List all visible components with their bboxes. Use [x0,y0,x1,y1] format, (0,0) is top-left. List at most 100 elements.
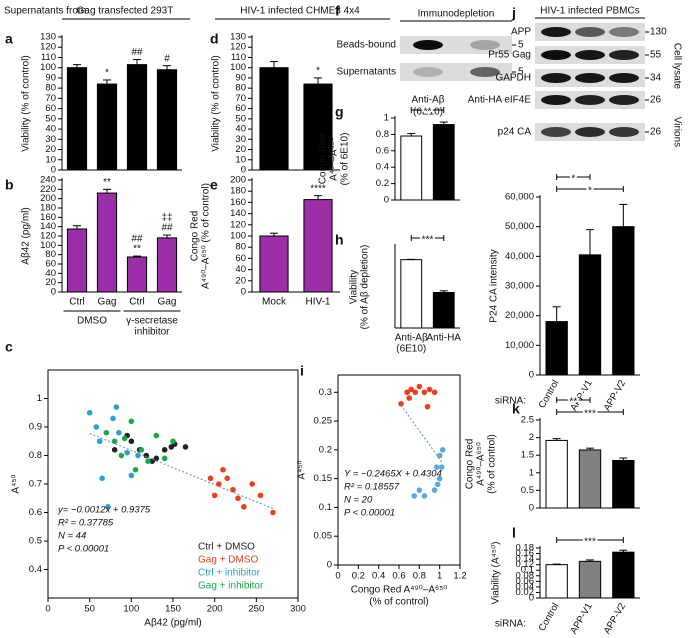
y-tick-label: 1 [37,393,42,404]
y-tick-label: 0.5 [29,536,42,547]
legend-entry: Ctrl + inhibitor [198,568,261,579]
group-label: γ-secretase [126,316,178,327]
bracket-label: ** [569,397,577,408]
point [411,493,418,499]
y-tick-label: 40 [45,124,56,135]
y-tick-label: 40 [45,268,56,279]
point [433,464,440,470]
y-axis-label: Viability (% of control) [21,55,32,152]
y-tick-label: 130 [230,32,246,43]
blot-band [575,50,605,60]
y-tick-label: 180 [40,203,56,214]
y-tick-label: 0 [529,503,534,514]
y-tick-label: 60 [45,103,56,114]
bar [303,83,333,171]
point [124,449,130,456]
y-tick-label: 140 [230,208,246,219]
point [170,438,176,445]
group-label: DMSO [77,316,107,327]
header-group: Gag transfected 293T [77,6,174,17]
bar [156,237,178,293]
blot-band [609,73,639,83]
point [105,504,111,510]
y-tick-label: 20 [45,144,56,155]
point [408,386,415,393]
x-axis-label: Congo Red A⁴⁹⁰–A⁶⁵⁰ [351,585,448,596]
y-tick-label: 100 [230,62,246,73]
point [421,389,428,396]
x-tick-label: APP-V2 [602,378,628,413]
blot-row-label: eIF4E [504,95,531,106]
y-axis-label: (% of Aβ depletion) [360,245,371,330]
y-tick-label: 70 [45,93,56,104]
y-tick-label: 1 [529,467,534,478]
blot-title: Immunodepletion [418,9,495,20]
significance: * [316,66,320,77]
point [111,447,118,453]
y-tick-label: 1.5 [521,450,534,461]
legend-entry: Gag + DMSO [198,555,259,566]
significance: ## [161,223,173,234]
annotation: P < 0.00001 [344,508,395,519]
y-tick-label: 90 [235,72,246,83]
y-tick-label: 200 [230,175,246,186]
significance: ## [131,234,143,245]
y-tick-label: 0 [51,165,56,176]
y-tick-label: 60 [45,259,56,270]
blot-band [575,95,605,105]
blot-marker: 26 [650,127,662,138]
panel-letter: d [210,31,219,47]
blot-band [541,50,571,60]
y-tick-label: 0 [529,593,534,604]
point [96,438,103,445]
bar [400,135,423,201]
point [270,509,276,516]
x-tick-label: 300 [290,604,306,615]
bar [545,439,568,509]
blot-marker: 5 [518,67,524,78]
y-axis-label: Congo Red [190,211,201,262]
y-tick-label: 80 [45,249,56,260]
bar [126,64,148,171]
point [404,389,410,396]
y-axis-label: P24 CA intensity [489,249,500,322]
y-tick-label: 0.2 [319,444,332,455]
point [416,487,423,493]
y-tick-label: 0.9 [29,422,42,433]
y-tick-label: 0.4 [29,564,42,575]
x-tick-label: Ctrl [129,297,145,308]
y-tick-label: 0.02 [516,587,535,598]
y-tick-label: 140 [40,221,56,232]
x-tick-label: HIV-1 [305,297,330,308]
y-tick-label: 0.5 [521,485,534,496]
y-tick-label: 0 [327,560,332,571]
point [116,429,122,436]
panel-letter: g [335,104,344,120]
significance: * [105,68,109,79]
panel-letter: c [5,339,13,355]
blot-row-label: GAPDH [495,73,531,84]
y-tick-label: 10 [45,154,56,165]
trendline [400,404,444,464]
category-title: siRNA: [495,396,526,407]
bracket-label: *** [584,409,596,420]
significance: **** [310,183,326,194]
panel-letter: a [5,31,13,47]
y-tick-label: 40,000 [505,251,534,262]
y-tick-label: 0 [51,287,56,298]
blot-row-label: Beads-bound [337,40,397,51]
y-axis-label: Congo Red [318,134,329,185]
blot-row-label: p24 CA [498,127,532,138]
y-tick-label: 0.8 [376,129,389,140]
y-tick-label: 0.1 [521,565,534,576]
x-tick-label: 0.4 [372,571,385,582]
y-tick-label: 120 [40,231,56,242]
point [224,475,230,482]
x-tick-label: Anti-Aβ [395,333,428,344]
point [257,492,264,499]
point [110,415,116,422]
point [439,447,446,453]
point [161,455,168,462]
blot-row-label: APP [511,27,531,38]
